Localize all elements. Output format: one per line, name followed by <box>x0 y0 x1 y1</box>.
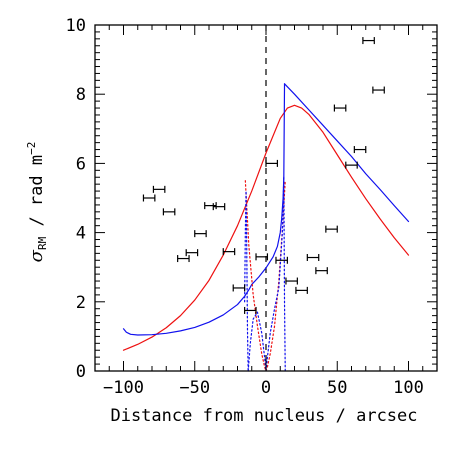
data-point-22 <box>362 37 375 45</box>
data-point-17 <box>315 267 328 275</box>
data-point-6 <box>204 202 217 210</box>
data-point-7 <box>212 203 226 211</box>
data-point-10 <box>244 306 257 314</box>
data-point-3 <box>177 255 190 263</box>
axis-ticks: −100 −50 0 50 100 0 2 4 6 8 10 <box>66 16 438 398</box>
y-tick-label: 10 <box>66 16 86 36</box>
y-axis-label-exponent: −2 <box>25 142 38 155</box>
y-tick-label: 4 <box>76 224 86 244</box>
data-point-18 <box>325 225 338 233</box>
axis-labels: Distance from nucleus / arcsec σRM / rad… <box>25 142 418 426</box>
x-tick-label: −100 <box>103 378 144 398</box>
model-curves <box>122 25 410 372</box>
data-point-9 <box>232 284 246 292</box>
y-axis-label-units: / rad m <box>27 155 47 237</box>
data-point-12 <box>265 159 278 167</box>
x-axis-label: Distance from nucleus / arcsec <box>110 406 417 426</box>
data-point-8 <box>222 248 236 256</box>
series-line-0 <box>122 104 410 351</box>
x-tick-label: 50 <box>327 378 347 398</box>
data-point-21 <box>353 146 367 154</box>
data-point-0 <box>142 194 156 202</box>
data-point-13 <box>275 256 288 264</box>
data-point-19 <box>333 104 347 112</box>
data-point-15 <box>295 286 308 294</box>
x-tick-label: −50 <box>179 378 210 398</box>
series-line-3 <box>283 83 410 223</box>
y-tick-label: 2 <box>76 293 86 313</box>
y-tick-label: 6 <box>76 154 86 174</box>
data-points <box>142 37 385 314</box>
series-line-1 <box>122 283 253 336</box>
data-point-11 <box>255 253 269 261</box>
series-line-5 <box>244 190 249 372</box>
data-point-4 <box>185 249 199 257</box>
data-point-1 <box>152 185 166 193</box>
data-point-14 <box>285 277 298 285</box>
series-line-2 <box>251 83 286 286</box>
data-point-5 <box>194 230 207 238</box>
series-line-7 <box>283 176 286 372</box>
y-tick-label: 0 <box>76 362 86 382</box>
x-tick-label: 0 <box>261 378 271 398</box>
data-point-16 <box>306 254 320 262</box>
data-point-20 <box>345 161 358 169</box>
y-axis-label-subscript: RM <box>36 236 49 250</box>
x-tick-label: 100 <box>393 378 424 398</box>
y-tick-label: 8 <box>76 85 86 105</box>
data-point-23 <box>372 86 385 94</box>
y-axis-label-sigma: σ <box>26 249 47 262</box>
data-point-2 <box>162 208 176 216</box>
y-axis-label: σRM / rad m−2 <box>25 142 49 263</box>
